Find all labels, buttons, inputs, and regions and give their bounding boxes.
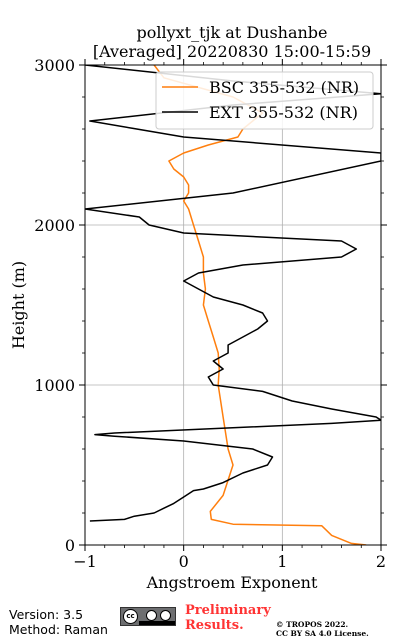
- series-line-0: [153, 65, 367, 545]
- series-layer: [85, 65, 381, 545]
- copyright-line-1: © TROPOS 2022.: [276, 620, 349, 629]
- version-text: Version: 3.5: [9, 607, 84, 622]
- y-tick-label-3: 3000: [34, 56, 75, 75]
- series-line-1: [85, 65, 381, 522]
- copyright: © TROPOS 2022. CC BY SA 4.0 License.: [276, 620, 369, 638]
- by-icon: [146, 610, 157, 621]
- x-axis-label: Angstroem Exponent: [146, 573, 318, 592]
- legend-box: [155, 71, 374, 130]
- cc-icon: cc: [123, 609, 138, 624]
- copyright-line-2: CC BY SA 4.0 License.: [276, 629, 369, 638]
- x-tick-label-1: 0: [179, 552, 189, 571]
- cc-license-badge: cc: [120, 607, 176, 626]
- preliminary-results: Preliminary Results.: [185, 603, 271, 633]
- plot-frame: [84, 64, 382, 546]
- chart-subtitle: [Averaged] 20220830 15:00-15:59: [93, 42, 371, 61]
- grid: [84, 64, 382, 546]
- chart: pollyxt_tjk at Dushanbe [Averaged] 20220…: [9, 23, 387, 592]
- preliminary-line-2: Results.: [185, 618, 244, 633]
- sa-icon: [160, 610, 171, 621]
- legend-label-bsc: BSC 355-532 (NR): [209, 78, 359, 97]
- preliminary-line-1: Preliminary: [185, 603, 271, 618]
- y-tick-label-1: 1000: [34, 376, 75, 395]
- x-tick-label-0: −1: [73, 552, 97, 571]
- x-tick-label-3: 2: [376, 552, 386, 571]
- y-tick-label-0: 0: [65, 536, 75, 555]
- y-tick-label-2: 2000: [34, 216, 75, 235]
- legend: BSC 355-532 (NR) EXT 355-532 (NR): [155, 71, 374, 130]
- method-text: Method: Raman: [9, 622, 108, 637]
- x-tick-label-2: 1: [277, 552, 287, 571]
- chart-title: pollyxt_tjk at Dushanbe: [136, 23, 327, 42]
- legend-label-ext: EXT 355-532 (NR): [209, 103, 358, 122]
- y-axis-label: Height (m): [9, 261, 28, 349]
- badge-strip: [139, 621, 175, 625]
